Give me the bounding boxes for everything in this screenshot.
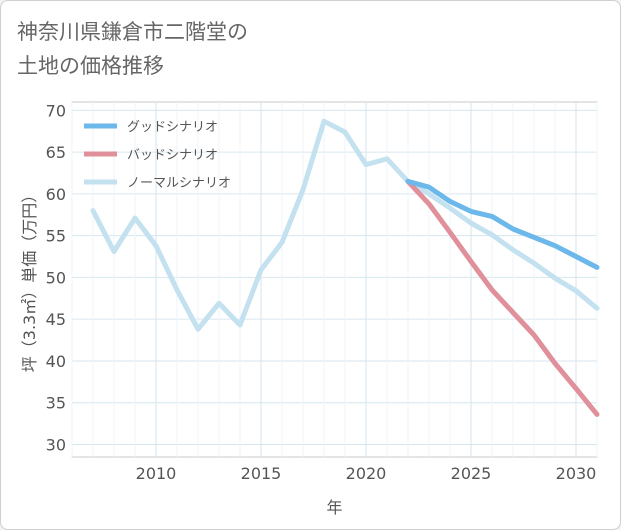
y-tick-label: 30 [46,435,66,454]
y-tick-label: 40 [46,352,66,371]
y-tick-label: 35 [46,394,66,413]
legend-label-good: グッドシナリオ [127,120,218,135]
x-tick-label: 2020 [346,464,387,483]
plot-area [71,101,598,458]
x-tick-label: 2015 [241,464,282,483]
y-tick-label: 45 [46,310,66,329]
y-tick-label: 50 [46,268,66,287]
y-tick-label: 55 [46,227,66,246]
y-tick-label: 70 [46,101,66,120]
x-tick-label: 2010 [136,464,177,483]
chart-title-line2: 土地の価格推移 [17,54,164,78]
series-line-good [405,178,600,270]
series-line-normal [90,118,600,332]
legend-label-normal: ノーマルシナリオ [127,176,231,191]
x-tick-label: 2030 [556,464,597,483]
y-axis-label: 坪（3.3㎡）単価（万円） [20,187,39,372]
legend-label-bad: バッドシナリオ [127,148,218,163]
x-tick-label: 2025 [451,464,492,483]
chart-title: 神奈川県鎌倉市二階堂の 土地の価格推移 [17,15,248,83]
series-line-bad [405,178,600,417]
x-axis-label: 年 [326,498,342,517]
chart-title-line1: 神奈川県鎌倉市二階堂の [17,20,248,44]
y-tick-label: 65 [46,143,66,162]
y-tick-label: 60 [46,185,66,204]
